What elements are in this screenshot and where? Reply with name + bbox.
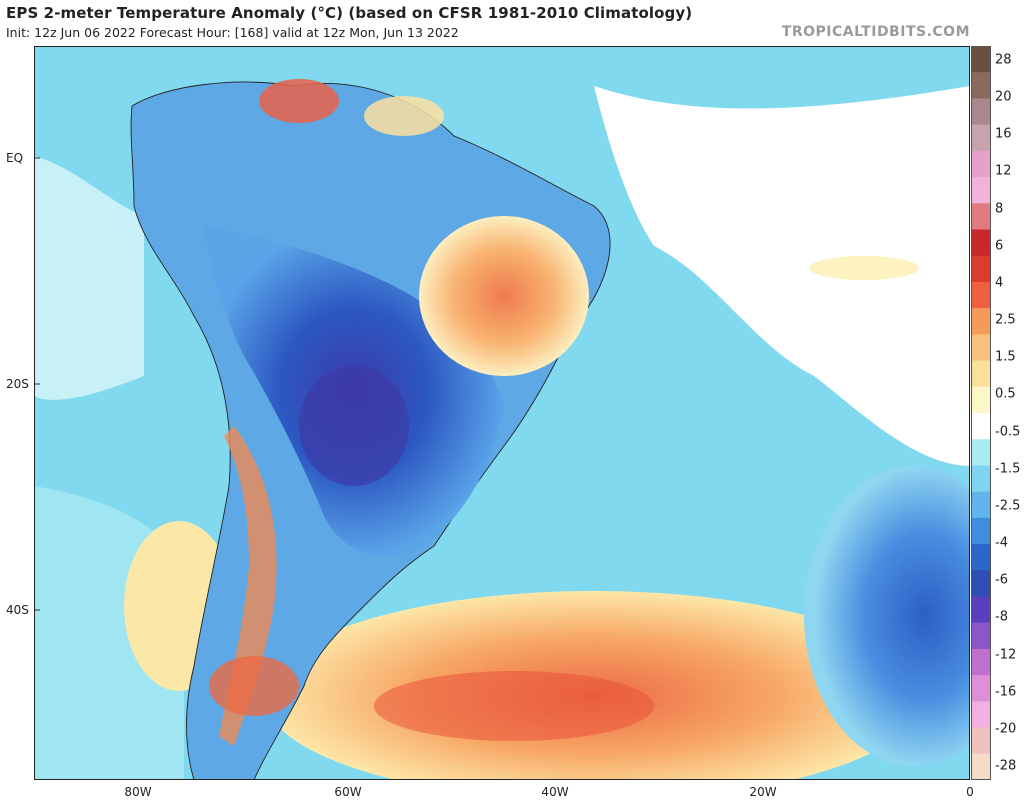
color-scale-bar — [971, 46, 991, 780]
colorbar-tick-label: -4 — [995, 535, 1008, 551]
brand-watermark: TROPICALTIDBITS.COM — [781, 24, 970, 40]
colorbar-tick-label: -8 — [995, 609, 1008, 625]
colorbar-swatch — [971, 281, 991, 309]
colorbar-tick-label: 0.5 — [995, 386, 1016, 402]
colorbar-swatch — [971, 150, 991, 178]
colorbar-swatch — [971, 334, 991, 362]
colorbar-swatch — [971, 753, 991, 780]
map-title: EPS 2-meter Temperature Anomaly (°C) (ba… — [6, 4, 693, 22]
colorbar-tick-label: -1.5 — [995, 461, 1021, 477]
colorbar-tick-label: -0.5 — [995, 424, 1021, 440]
colorbar-swatch — [971, 622, 991, 650]
colorbar-tick-label: -16 — [995, 684, 1017, 700]
colorbar-tick-label: 16 — [995, 126, 1012, 142]
colorbar-tick-label: 12 — [995, 163, 1012, 179]
colorbar-swatch — [971, 255, 991, 283]
colorbar-swatch — [971, 648, 991, 676]
colorbar-swatch — [971, 203, 991, 230]
colorbar-swatch — [971, 544, 991, 571]
colorbar-tick-label: 20 — [995, 89, 1012, 105]
colorbar-swatch — [971, 517, 991, 545]
colorbar-swatch — [971, 308, 991, 335]
lon-label-80w: 80W — [124, 785, 152, 799]
paraguay-cold-core — [299, 366, 409, 486]
south-atlantic-warm-core — [374, 671, 654, 741]
venezuela-warm-anomaly — [259, 79, 339, 123]
lat-label-40s: 40S — [6, 603, 29, 617]
colorbar-border — [971, 46, 991, 780]
colorbar-swatch — [971, 72, 991, 99]
colorbar-tick-label: 6 — [995, 238, 1004, 254]
colorbar-swatch — [971, 596, 991, 624]
colorbar-swatch — [971, 124, 991, 152]
anomaly-map — [34, 46, 970, 780]
lon-label-20w: 20W — [749, 785, 777, 799]
colorbar-swatch — [971, 675, 991, 702]
colorbar-swatch — [971, 98, 991, 126]
lat-label-20s: 20S — [6, 377, 29, 391]
colorbar-swatch — [971, 465, 991, 493]
map-border — [34, 46, 970, 780]
colorbar-swatch — [971, 727, 991, 755]
patagonia-warm-anomaly — [209, 656, 299, 716]
colorbar-swatch — [971, 570, 991, 597]
colorbar-swatch — [971, 413, 991, 440]
colorbar-swatch — [971, 701, 991, 729]
colorbar-swatch — [971, 177, 991, 204]
neutral-west-region — [34, 156, 144, 400]
lon-label-40w: 40W — [541, 785, 569, 799]
colorbar-swatch — [971, 360, 991, 388]
colorbar-swatch — [971, 229, 991, 257]
northeast-brazil-warm-anomaly — [419, 216, 589, 376]
colorbar-tick-label: -28 — [995, 758, 1017, 774]
atlantic-warm-streak — [809, 256, 919, 280]
colorbar-tick-label: 8 — [995, 201, 1004, 217]
colorbar-tick-label: -20 — [995, 721, 1017, 737]
colorbar-swatch — [971, 46, 991, 73]
colorbar-swatch — [971, 491, 991, 519]
colorbar-swatch — [971, 439, 991, 466]
colorbar-tick-label: 2.5 — [995, 312, 1016, 328]
colorbar-tick-label: 1.5 — [995, 349, 1016, 365]
neutral-atlantic-region — [594, 86, 970, 466]
colorbar-tick-label: -6 — [995, 572, 1008, 588]
colorbar-tick-label: -2.5 — [995, 498, 1021, 514]
guianas-warm-patch — [364, 96, 444, 136]
east-atlantic-cold-anomaly — [804, 466, 970, 766]
lat-label-eq: EQ — [6, 151, 24, 165]
colorbar-tick-label: 4 — [995, 275, 1004, 291]
colorbar-tick-label: -12 — [995, 647, 1017, 663]
lon-label-60w: 60W — [334, 785, 362, 799]
lon-label-0: 0 — [966, 785, 974, 799]
colorbar-tick-label: 28 — [995, 52, 1012, 68]
map-subtitle: Init: 12z Jun 06 2022 Forecast Hour: [16… — [6, 25, 459, 40]
colorbar-swatch — [971, 386, 991, 414]
andes-warm-streak — [219, 426, 277, 746]
